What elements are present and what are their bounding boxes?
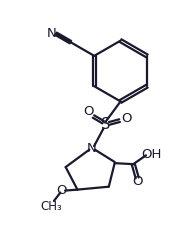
Text: O: O xyxy=(83,105,94,118)
Text: CH₃: CH₃ xyxy=(40,200,62,213)
Text: O: O xyxy=(121,112,131,125)
Text: O: O xyxy=(132,175,143,188)
Text: S: S xyxy=(101,117,111,132)
Text: OH: OH xyxy=(142,148,162,161)
Text: N: N xyxy=(47,27,57,40)
Text: O: O xyxy=(56,184,67,197)
Text: N: N xyxy=(87,142,97,155)
